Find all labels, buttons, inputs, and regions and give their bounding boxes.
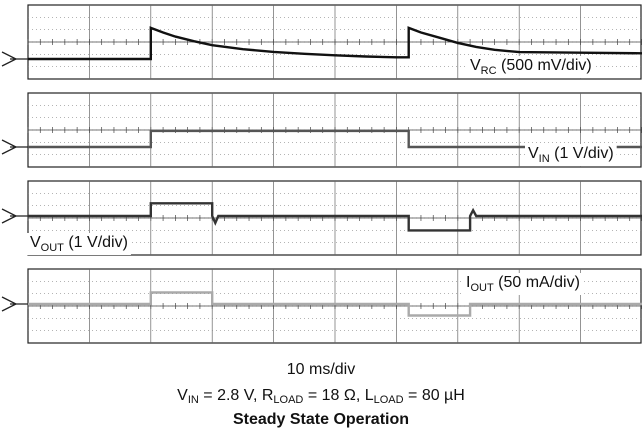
label-background: [525, 144, 617, 166]
channel-label-vrc: VRC (500 mV/div): [470, 57, 592, 77]
rload-symbol: R: [261, 387, 274, 404]
trace-iout: [28, 291, 642, 317]
channel-label-iout: IOUT (50 mA/div): [466, 274, 580, 294]
lload-value: = 80 µH: [403, 387, 465, 404]
label-background: [463, 273, 583, 295]
vin-subscript: IN: [187, 394, 199, 406]
test-conditions: VIN = 2.8 V, RLOAD = 18 Ω, LLOAD = 80 µH: [0, 387, 642, 406]
panel-vin: VIN (1 V/div): [1, 92, 642, 168]
vin-value: = 2.8 V,: [198, 387, 262, 404]
chart-title: Steady State Operation: [232, 411, 410, 428]
trace-vout: [28, 202, 642, 232]
trace-vin: [28, 129, 642, 149]
panel-vrc: VRC (500 mV/div): [1, 4, 642, 80]
vin-symbol: V: [177, 387, 188, 404]
panel-vout: VOUT (1 V/div): [1, 180, 642, 256]
time-scale-label: 10 ms/div: [286, 361, 356, 378]
channel-label-vout: VOUT (1 V/div): [30, 234, 128, 254]
label-background: [467, 56, 595, 78]
lload-subscript: LOAD: [373, 394, 404, 406]
oscilloscope-chart: VRC (500 mV/div) VIN (1 V/div) VOUT (1 V/d…: [1, 4, 642, 344]
rload-subscript: LOAD: [273, 394, 304, 406]
label-background: [27, 233, 131, 255]
panel-iout: IOUT (50 mA/div): [1, 268, 642, 344]
rload-value: = 18 Ω,: [303, 387, 365, 404]
lload-symbol: L: [364, 387, 374, 404]
trace-vrc: [28, 26, 642, 61]
channel-label-vin: VIN (1 V/div): [528, 145, 614, 165]
